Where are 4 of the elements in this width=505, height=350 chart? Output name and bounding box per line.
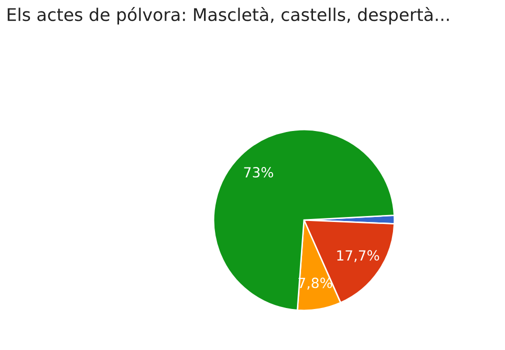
chart-title: Els actes de pólvora: Mascletà, castells, despertà...: [8, 7, 449, 24]
pie-slice: [212, 128, 395, 311]
data-label: 73%: [244, 167, 274, 178]
data-label: 17,7%: [337, 250, 380, 262]
